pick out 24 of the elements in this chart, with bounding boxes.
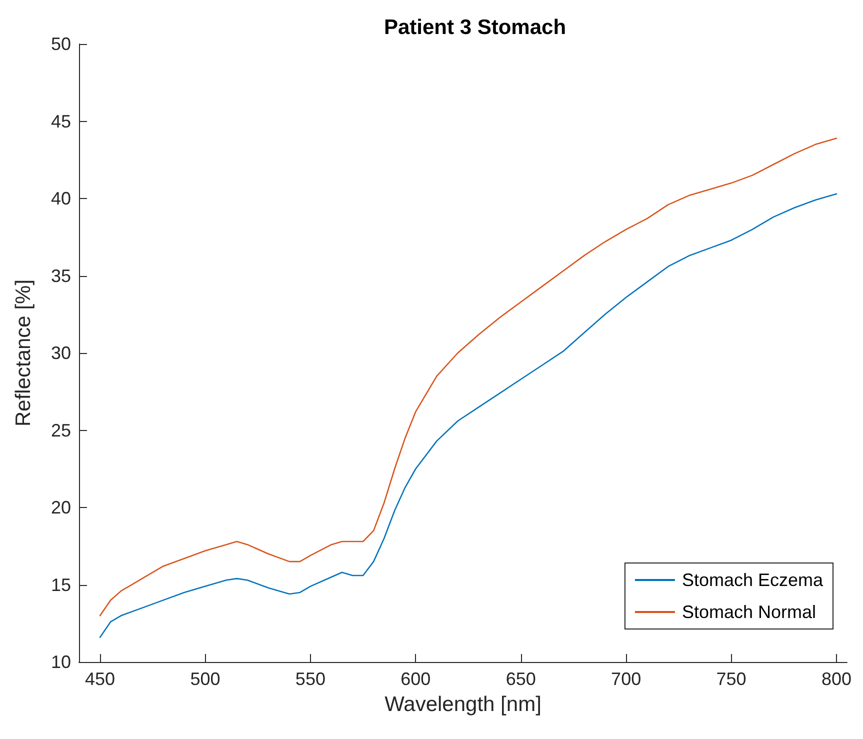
y-tick-label: 15: [50, 574, 71, 595]
y-tick-label: 40: [50, 188, 71, 208]
y-tick-label: 45: [50, 111, 71, 132]
y-tick-label: 25: [50, 420, 71, 440]
y-tick-label: 35: [50, 266, 71, 286]
y-tick-label: 50: [50, 34, 71, 54]
x-tick-label: 650: [506, 669, 536, 689]
chart-title: Patient 3 Stomach: [384, 16, 566, 39]
legend-label: Stomach Eczema: [682, 570, 824, 590]
y-tick-label: 30: [50, 343, 71, 363]
x-tick-label: 750: [716, 669, 746, 689]
x-tick-label: 450: [85, 669, 116, 689]
x-tick-label: 600: [400, 669, 431, 689]
x-tick-label: 550: [295, 669, 326, 689]
x-tick-label: 700: [611, 669, 642, 689]
line-series: [99, 193, 838, 638]
y-axis-title: Reflectance [%]: [12, 279, 35, 427]
line-series: [99, 138, 838, 616]
y-tick-label: 20: [50, 498, 71, 518]
x-tick-label: 500: [190, 669, 220, 689]
x-tick-label: 800: [821, 669, 852, 689]
legend-label: Stomach Normal: [682, 602, 816, 622]
y-tick-label: 10: [50, 652, 71, 672]
x-axis-title: Wavelength [nm]: [384, 693, 542, 716]
